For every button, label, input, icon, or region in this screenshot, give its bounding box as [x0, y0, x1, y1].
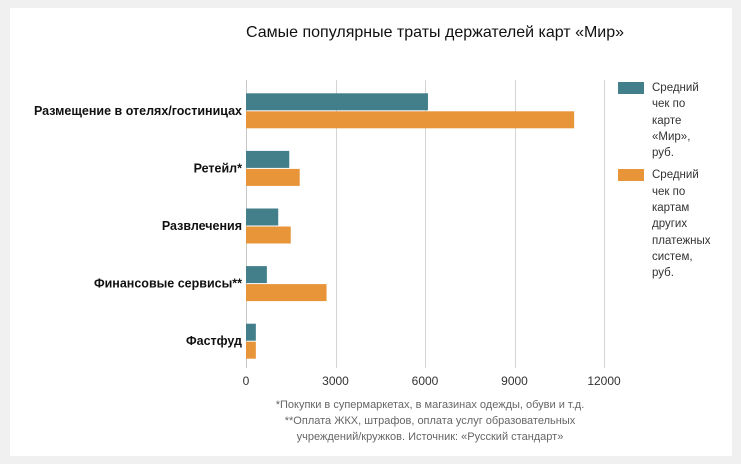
legend-swatch-mir: [618, 82, 644, 94]
bar: [246, 168, 300, 186]
chart-title: Самые популярные траты держателей карт «…: [246, 24, 625, 41]
legend-label-mir: Средний чек по карте «Мир», руб.: [652, 82, 699, 160]
footnote-line-3: учреждений/кружков. Источник: «Русский с…: [296, 431, 564, 443]
bar: [246, 208, 279, 226]
legend-label-other: Средний чек по картам других платежных с…: [652, 169, 711, 280]
x-tick-label: 9000: [501, 374, 528, 388]
x-tick-label: 3000: [322, 374, 349, 388]
footnote-line-2: **Оплата ЖКХ, штрафов, оплата услуг обра…: [284, 415, 576, 427]
bar: [246, 111, 575, 129]
x-axis-ticks: 0 3000 6000 9000 12000: [243, 374, 621, 388]
bar: [246, 93, 428, 111]
bar: [246, 266, 267, 284]
category-label: Фастфуд: [186, 334, 242, 348]
bars: [246, 93, 575, 359]
category-labels: Размещение в отелях/гостиницах Ретейл* Раз…: [34, 104, 242, 348]
bar: [246, 341, 256, 359]
chart-card: Самые популярные траты держателей карт «…: [10, 8, 732, 456]
footnote: *Покупки в супермаркетах, в магазинах од…: [230, 397, 630, 445]
legend-item-mir: Средний чек по карте «Мир», руб.: [618, 80, 730, 161]
legend-item-other: Средний чек по картам других платежных с…: [618, 167, 730, 281]
category-label: Развлечения: [162, 219, 242, 233]
category-label: Размещение в отелях/гостиницах: [34, 104, 242, 118]
bar: [246, 150, 290, 168]
x-tick-label: 6000: [412, 374, 439, 388]
category-label: Ретейл*: [194, 161, 243, 175]
x-tick-label: 0: [243, 374, 250, 388]
bar: [246, 226, 291, 244]
x-tick-label: 12000: [587, 374, 621, 388]
category-label: Финансовые сервисы**: [94, 277, 242, 291]
legend-swatch-other: [618, 169, 644, 182]
bar-chart: Размещение в отелях/гостиницах Ретейл* Раз…: [34, 80, 621, 388]
bar: [246, 284, 327, 302]
bar: [246, 323, 256, 341]
footnote-line-1: *Покупки в супермаркетах, в магазинах од…: [275, 399, 585, 411]
legend: Средний чек по карте «Мир», руб. Средний…: [618, 80, 730, 288]
